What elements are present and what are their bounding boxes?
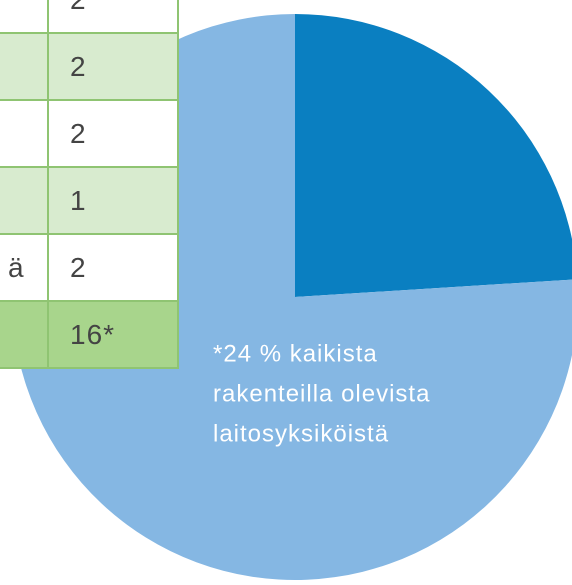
table-row [0, 233, 179, 302]
annotation: rakenteilla olevista [213, 380, 430, 407]
row-value: 2 [70, 118, 87, 149]
annotation: laitosyksiköistä [213, 420, 389, 447]
table-row [0, 300, 179, 369]
row-label: ä [8, 252, 25, 283]
row-value: 1 [70, 185, 87, 216]
annotation: *24 % kaikista [213, 340, 378, 367]
table-row [0, 99, 179, 168]
row-value: 2 [70, 51, 87, 82]
table-row [0, 0, 179, 34]
row-value: 2 [70, 0, 87, 15]
pie-slice [295, 14, 572, 297]
table-row [0, 166, 179, 235]
row-value: 2 [70, 252, 87, 283]
row-value: 16* [70, 319, 115, 350]
table-row [0, 32, 179, 101]
